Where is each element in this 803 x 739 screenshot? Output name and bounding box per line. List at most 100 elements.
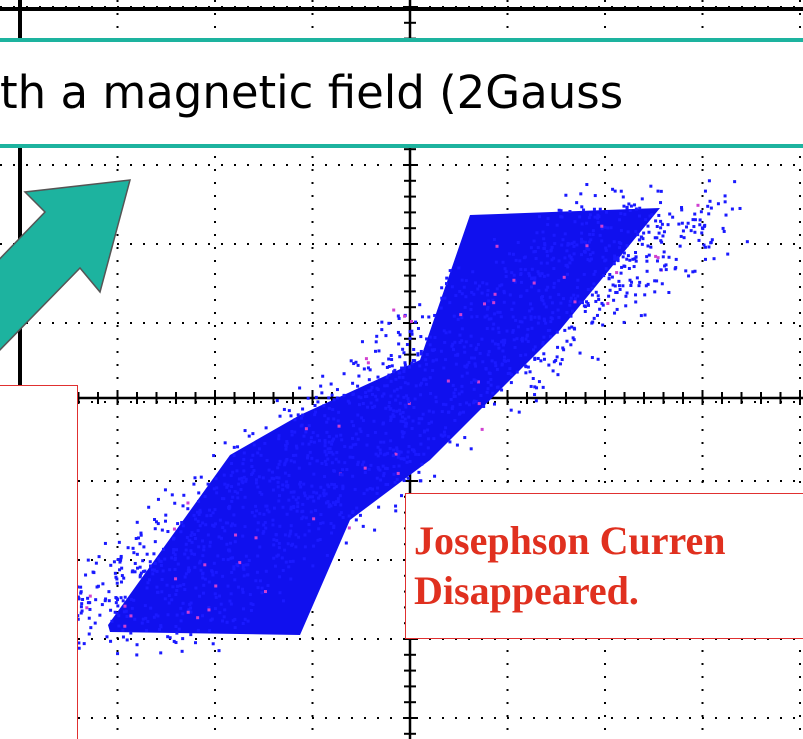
trace-dot <box>400 451 403 454</box>
trace-dot <box>662 255 665 258</box>
trace-dot <box>611 188 614 191</box>
trace-dot <box>640 314 643 317</box>
trace-dot <box>419 393 422 396</box>
trace-dot <box>175 632 178 635</box>
trace-dot <box>221 497 224 500</box>
trace-dot <box>298 467 301 470</box>
trace-dot <box>343 372 346 375</box>
trace-dot <box>626 291 629 294</box>
trace-dot <box>262 530 265 533</box>
trace-dot <box>503 356 506 359</box>
trace-dot <box>587 248 590 251</box>
trace-dot <box>389 395 392 398</box>
trace-dot <box>294 545 297 548</box>
trace-dot <box>330 383 333 386</box>
trace-dot <box>278 525 281 528</box>
trace-dot <box>330 451 333 454</box>
trace-dot <box>120 596 123 599</box>
trace-dot <box>473 388 476 391</box>
trace-dot <box>520 272 523 275</box>
trace-dot <box>707 212 710 215</box>
trace-dot <box>551 311 554 314</box>
trace-dot <box>88 632 91 635</box>
trace-dot <box>339 473 342 476</box>
trace-dot <box>300 510 303 513</box>
trace-dot <box>503 291 506 294</box>
trace-dot <box>190 534 193 537</box>
trace-dot <box>175 548 178 551</box>
trace-dot <box>627 202 630 205</box>
trace-dot <box>319 513 322 516</box>
trace-dot <box>121 629 124 632</box>
trace-dot <box>501 363 504 366</box>
trace-dot <box>78 597 81 600</box>
trace-dot <box>122 577 125 580</box>
trace-dot <box>302 435 305 438</box>
trace-dot <box>224 441 227 444</box>
trace-dot <box>568 304 571 307</box>
trace-dot <box>207 608 210 611</box>
trace-dot <box>387 374 390 377</box>
trace-dot <box>433 314 436 317</box>
trace-dot <box>620 190 623 193</box>
trace-dot <box>385 467 388 470</box>
trace-dot <box>542 352 545 355</box>
trace-dot <box>701 226 704 229</box>
trace-dot <box>575 201 578 204</box>
trace-dot <box>226 621 229 624</box>
trace-dot <box>307 443 310 446</box>
trace-dot <box>413 450 416 453</box>
trace-dot <box>375 340 378 343</box>
trace-dot <box>573 328 576 331</box>
trace-dot <box>196 616 199 619</box>
trace-dot <box>534 345 537 348</box>
trace-dot <box>357 438 360 441</box>
trace-dot <box>422 453 425 456</box>
trace-dot <box>592 233 595 236</box>
trace-dot <box>189 633 192 636</box>
trace-dot <box>230 500 233 503</box>
trace-dot <box>285 458 288 461</box>
trace-dot <box>460 385 463 388</box>
trace-dot <box>124 596 127 599</box>
trace-dot <box>197 500 200 503</box>
trace-dot <box>272 538 275 541</box>
trace-dot <box>390 354 393 357</box>
trace-dot <box>181 637 184 640</box>
trace-dot <box>223 483 226 486</box>
trace-dot <box>395 410 398 413</box>
trace-dot <box>379 479 382 482</box>
trace-dot <box>398 371 401 374</box>
trace-dot <box>225 543 228 546</box>
trace-dot <box>234 534 237 537</box>
trace-dot <box>422 378 425 381</box>
trace-dot <box>307 397 310 400</box>
trace-dot <box>650 213 653 216</box>
trace-dot <box>496 245 499 248</box>
trace-dot <box>623 321 626 324</box>
trace-dot <box>400 494 403 497</box>
trace-dot <box>164 514 167 517</box>
trace-dot <box>268 469 271 472</box>
trace-dot <box>659 239 662 242</box>
trace-dot <box>527 340 530 343</box>
trace-dot <box>634 251 637 254</box>
trace-dot <box>453 419 456 422</box>
trace-dot <box>597 358 600 361</box>
trace-dot <box>197 545 200 548</box>
banner: th a magnetic field (2Gauss <box>0 38 803 148</box>
trace-dot <box>484 367 487 370</box>
trace-dot <box>312 473 315 476</box>
trace-dot <box>325 492 328 495</box>
trace-dot <box>459 313 462 316</box>
trace-dot <box>123 610 126 613</box>
trace-dot <box>531 268 534 271</box>
trace-dot <box>388 401 391 404</box>
trace-dot <box>104 542 107 545</box>
trace-dot <box>114 596 117 599</box>
trace-dot <box>322 404 325 407</box>
trace-dot <box>382 422 385 425</box>
trace-dot <box>251 432 254 435</box>
trace-dot <box>164 597 167 600</box>
trace-dot <box>557 309 560 312</box>
